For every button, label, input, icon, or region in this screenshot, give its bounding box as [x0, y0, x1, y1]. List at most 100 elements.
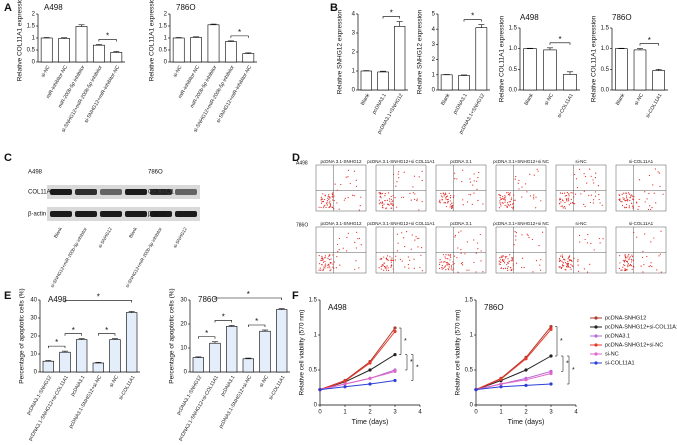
- legend-marker: [594, 343, 598, 347]
- flow-dot: [452, 261, 454, 263]
- flow-dot: [419, 266, 421, 269]
- flow-dot: [450, 268, 452, 270]
- flow-dot: [447, 202, 449, 204]
- flow-dot: [333, 195, 335, 197]
- flow-dot: [559, 197, 561, 199]
- flow-dot: [338, 237, 341, 240]
- flow-dot: [327, 263, 330, 265]
- flow-dot: [392, 173, 395, 176]
- y-tick-label: 0: [32, 60, 36, 66]
- flow-dot: [322, 259, 324, 261]
- flow-dot: [569, 255, 571, 257]
- flow-dot: [540, 259, 542, 261]
- blot-lane-label: Blank: [128, 226, 138, 239]
- flow-dot: [517, 182, 519, 184]
- flow-dot: [446, 198, 448, 201]
- flow-dot: [618, 194, 620, 196]
- significance-bracket: [567, 355, 570, 385]
- flow-dot: [328, 202, 330, 204]
- flow-dot: [360, 196, 362, 198]
- flow-dot: [504, 257, 507, 259]
- flow-plot: [495, 164, 547, 212]
- flow-dot: [599, 242, 601, 244]
- flow-dot: [469, 181, 472, 183]
- y-tick-label: 0.5: [159, 48, 168, 54]
- y-tick-label: 30: [30, 316, 37, 322]
- flow-dot: [346, 250, 348, 252]
- flow-dot: [441, 196, 443, 198]
- flow-dot: [462, 199, 464, 201]
- bar: [192, 357, 204, 373]
- flow-dot: [630, 264, 632, 267]
- series-line: [475, 373, 552, 391]
- x-tick-label: si-NC: [40, 64, 52, 78]
- significance-bracket: [411, 354, 414, 381]
- flow-dot: [396, 206, 398, 208]
- flow-dot: [386, 265, 388, 267]
- significance-label: *: [566, 361, 569, 368]
- flow-dot: [644, 191, 646, 193]
- x-tick-label: pcDNA3.1-SNHG12+si-NC: [68, 374, 103, 429]
- y-tick-label: 1: [470, 333, 474, 339]
- flow-dot: [323, 198, 326, 201]
- flow-dot: [448, 266, 450, 268]
- blot-protein-label: β-actin: [28, 212, 46, 218]
- legend-marker: [594, 334, 598, 338]
- flow-dot: [529, 173, 531, 175]
- y-tick-label: 0: [352, 88, 356, 94]
- flow-dot: [347, 196, 349, 199]
- flow-dot: [336, 202, 338, 204]
- flow-dot: [379, 195, 381, 197]
- flow-title: pcDNA 3.1+SNHG12+si NC: [493, 159, 550, 164]
- flow-dot: [386, 199, 388, 201]
- flow-dot: [630, 261, 633, 263]
- flow-dot: [649, 205, 651, 207]
- flow-dot: [500, 205, 502, 207]
- flow-dot: [584, 205, 586, 208]
- flow-dot: [332, 196, 334, 198]
- flow-dot: [627, 200, 629, 202]
- flow-dot: [624, 269, 626, 272]
- flow-dot: [450, 254, 452, 256]
- flow-dot: [457, 271, 459, 273]
- flow-dot: [384, 195, 386, 197]
- flow-dot: [323, 266, 325, 268]
- flow-dot: [333, 261, 335, 263]
- flow-dot: [448, 254, 450, 256]
- flow-dot: [521, 234, 523, 236]
- flow-dot: [332, 194, 334, 196]
- flow-dot: [448, 263, 450, 265]
- flow-dot: [627, 263, 629, 265]
- flow-dot: [515, 262, 518, 264]
- flow-dot: [449, 200, 451, 202]
- flow-dot: [632, 198, 634, 200]
- flow-dot: [621, 193, 623, 195]
- flow-dot: [515, 175, 517, 178]
- flow-dot: [325, 206, 327, 209]
- flow-dot: [454, 236, 456, 238]
- flow-dot: [618, 267, 620, 270]
- flow-dot: [448, 192, 450, 194]
- flow-dot: [503, 197, 506, 199]
- flow-dot: [508, 260, 510, 262]
- flow-dot: [462, 204, 464, 206]
- legend-label: pcDNA-SNHG12+si-NC: [605, 342, 663, 348]
- y-tick-label: 0.0: [601, 88, 610, 94]
- flow-dot: [577, 264, 579, 266]
- bar: [259, 330, 271, 373]
- flow-dot: [385, 266, 387, 268]
- flow-dot: [650, 241, 652, 243]
- point: [549, 371, 553, 376]
- bar: [652, 70, 665, 91]
- flow-dot: [511, 257, 513, 259]
- flow-dot: [507, 258, 509, 260]
- flow-dot: [503, 262, 506, 264]
- flow-dot: [357, 238, 359, 240]
- flow-dot: [329, 254, 331, 257]
- flow-dot: [632, 198, 635, 201]
- flow-dot: [583, 268, 585, 270]
- flow-dot: [331, 199, 334, 201]
- flow-dot: [521, 266, 523, 269]
- flow-dot: [515, 232, 517, 234]
- flow-dot: [569, 259, 571, 261]
